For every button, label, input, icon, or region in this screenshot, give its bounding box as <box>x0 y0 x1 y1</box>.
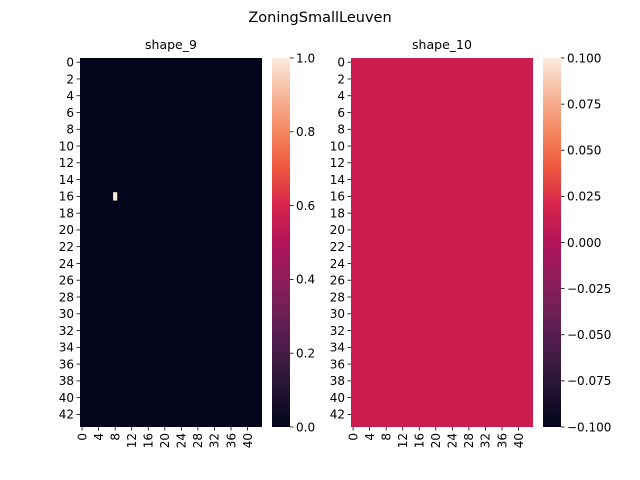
row-tick-label: 32 <box>59 324 74 338</box>
colorbar-tick-label: 0.2 <box>296 347 315 361</box>
colorbar-tick-label: 0.050 <box>567 144 601 158</box>
col-tick-label: 0 <box>75 433 89 441</box>
row-tick-label: 12 <box>330 156 345 170</box>
panel-title: shape_9 <box>145 37 197 52</box>
col-tick-label: 40 <box>241 433 255 448</box>
row-tick-label: 28 <box>330 290 345 304</box>
colorbar-tick-label: −0.050 <box>567 328 611 342</box>
colorbar-tick-label: 0.8 <box>296 125 315 139</box>
heatmap-cells-background <box>80 58 262 427</box>
row-tick-label: 8 <box>337 123 345 137</box>
row-tick-label: 2 <box>337 72 345 86</box>
colorbar-tick-label: 1.0 <box>296 51 315 65</box>
col-tick-label: 12 <box>125 433 139 448</box>
row-tick-label: 0 <box>66 55 74 69</box>
colorbar <box>272 58 290 427</box>
row-tick-label: 24 <box>59 257 74 271</box>
col-tick-label: 8 <box>379 433 393 441</box>
col-tick-label: 24 <box>175 433 189 448</box>
colorbar-tick-label: 0.0 <box>296 420 315 434</box>
colorbar-tick-label: 0.075 <box>567 97 601 111</box>
row-tick-label: 12 <box>59 156 74 170</box>
row-tick-label: 16 <box>330 190 345 204</box>
row-tick-label: 10 <box>330 139 345 153</box>
panel-title: shape_10 <box>412 37 472 52</box>
row-tick-label: 30 <box>59 307 74 321</box>
heatmap-panel-shape-9: shape_9024681012141618202224262830323436… <box>59 37 315 448</box>
row-tick-label: 18 <box>59 206 74 220</box>
col-tick-label: 24 <box>446 433 460 448</box>
col-tick-label: 28 <box>462 433 476 448</box>
row-tick-label: 36 <box>59 357 74 371</box>
heatmap-panel-shape-10: shape_1002468101214161820222426283032343… <box>330 37 612 448</box>
col-tick-label: 28 <box>191 433 205 448</box>
row-tick-label: 6 <box>337 106 345 120</box>
row-tick-label: 36 <box>330 357 345 371</box>
col-tick-label: 0 <box>346 433 360 441</box>
row-tick-label: 20 <box>330 223 345 237</box>
row-tick-label: 40 <box>59 391 74 405</box>
row-tick-label: 10 <box>59 139 74 153</box>
row-tick-label: 42 <box>59 408 74 422</box>
colorbar <box>543 58 561 427</box>
col-tick-label: 16 <box>142 433 156 448</box>
row-tick-label: 32 <box>330 324 345 338</box>
row-tick-label: 20 <box>59 223 74 237</box>
row-tick-label: 26 <box>59 274 74 288</box>
col-tick-label: 32 <box>479 433 493 448</box>
col-tick-label: 4 <box>363 433 377 441</box>
colorbar-tick-label: 0.100 <box>567 51 601 65</box>
heatmap-cell <box>113 192 118 201</box>
colorbar-tick-label: 0.4 <box>296 273 315 287</box>
col-tick-label: 8 <box>108 433 122 441</box>
row-tick-label: 22 <box>330 240 345 254</box>
col-tick-label: 16 <box>413 433 427 448</box>
row-tick-label: 14 <box>59 173 74 187</box>
row-tick-label: 22 <box>59 240 74 254</box>
colorbar-tick-label: 0.025 <box>567 190 601 204</box>
col-tick-label: 12 <box>396 433 410 448</box>
heatmap-cells-background <box>351 58 533 427</box>
row-tick-label: 38 <box>330 374 345 388</box>
colorbar-tick-label: −0.100 <box>567 420 611 434</box>
row-tick-label: 4 <box>66 89 74 103</box>
figure-title: ZoningSmallLeuven <box>248 10 391 26</box>
row-tick-label: 30 <box>330 307 345 321</box>
row-tick-label: 40 <box>330 391 345 405</box>
col-tick-label: 20 <box>158 433 172 448</box>
row-tick-label: 18 <box>330 206 345 220</box>
colorbar-tick-label: 0.6 <box>296 199 315 213</box>
row-tick-label: 24 <box>330 257 345 271</box>
row-tick-label: 0 <box>337 55 345 69</box>
row-tick-label: 6 <box>66 106 74 120</box>
colorbar-tick-label: 0.000 <box>567 236 601 250</box>
row-tick-label: 34 <box>59 341 74 355</box>
col-tick-label: 36 <box>495 433 509 448</box>
row-tick-label: 26 <box>330 274 345 288</box>
row-tick-label: 2 <box>66 72 74 86</box>
row-tick-label: 4 <box>337 89 345 103</box>
row-tick-label: 28 <box>59 290 74 304</box>
row-tick-label: 14 <box>330 173 345 187</box>
col-tick-label: 32 <box>208 433 222 448</box>
colorbar-tick-label: −0.075 <box>567 374 611 388</box>
row-tick-label: 34 <box>330 341 345 355</box>
col-tick-label: 4 <box>92 433 106 441</box>
col-tick-label: 40 <box>512 433 526 448</box>
col-tick-label: 36 <box>224 433 238 448</box>
col-tick-label: 20 <box>429 433 443 448</box>
row-tick-label: 8 <box>66 123 74 137</box>
row-tick-label: 38 <box>59 374 74 388</box>
row-tick-label: 16 <box>59 190 74 204</box>
colorbar-tick-label: −0.025 <box>567 282 611 296</box>
row-tick-label: 42 <box>330 408 345 422</box>
